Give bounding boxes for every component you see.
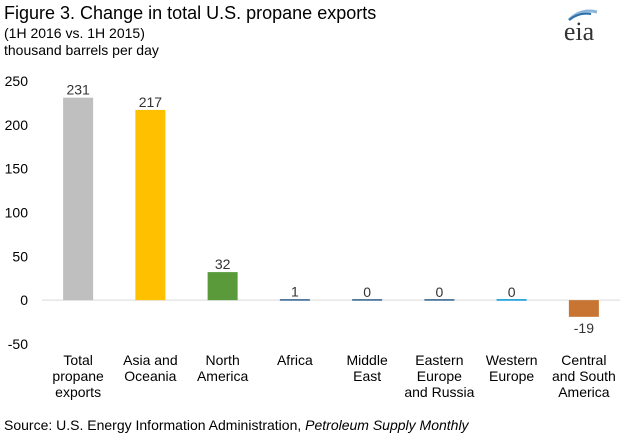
category-label: Western Europe (486, 352, 538, 384)
data-label: -19 (574, 320, 594, 336)
chart-subtitle: (1H 2016 vs. 1H 2015) (4, 25, 145, 41)
eia-logo-text: eia (564, 17, 595, 46)
category-label: Asia and Oceania (123, 352, 177, 384)
category-label: Eastern Europe and Russia (404, 352, 474, 400)
chart-units: thousand barrels per day (4, 42, 159, 58)
data-labels: 231 217 32 1 0 0 0 -19 (66, 82, 594, 336)
category-labels: Total propane exports Asia and Oceania North A… (52, 352, 615, 400)
category-label: Africa (277, 352, 313, 368)
data-label: 0 (508, 284, 516, 300)
category-label: Total propane exports (52, 352, 104, 400)
y-tick-label: 150 (5, 161, 29, 177)
data-label: 0 (363, 284, 371, 300)
y-tick-label: 0 (20, 292, 28, 308)
chart-title: Figure 3. Change in total U.S. propane e… (4, 3, 377, 23)
category-label: North America (197, 352, 249, 384)
y-tick-label: 200 (5, 117, 29, 133)
data-label: 231 (66, 82, 90, 98)
y-tick-label: 100 (5, 205, 29, 221)
bar (135, 109, 166, 301)
y-tick-label: 50 (12, 248, 28, 264)
category-label: Central and South America (552, 352, 616, 400)
data-label: 217 (139, 94, 163, 110)
y-tick-label: 250 (5, 73, 29, 89)
bar (352, 299, 383, 301)
data-label: 1 (291, 283, 299, 299)
source-publication: Petroleum Supply Monthly (305, 417, 469, 433)
bar (279, 299, 310, 301)
source-note: Source: U.S. Energy Information Administ… (4, 417, 469, 433)
eia-logo: eia (555, 6, 615, 46)
data-label: 32 (215, 256, 231, 272)
bar (424, 299, 455, 301)
bar (63, 97, 94, 301)
bars (63, 97, 599, 317)
bar (207, 272, 238, 301)
category-label: Middle East (347, 352, 388, 384)
bar (568, 300, 599, 317)
data-label: 0 (435, 284, 443, 300)
source-prefix: Source: U.S. Energy Information Administ… (4, 417, 306, 433)
y-tick-label: -50 (8, 336, 28, 352)
bar (496, 299, 527, 301)
eia-logo-arc-inner (568, 12, 592, 21)
